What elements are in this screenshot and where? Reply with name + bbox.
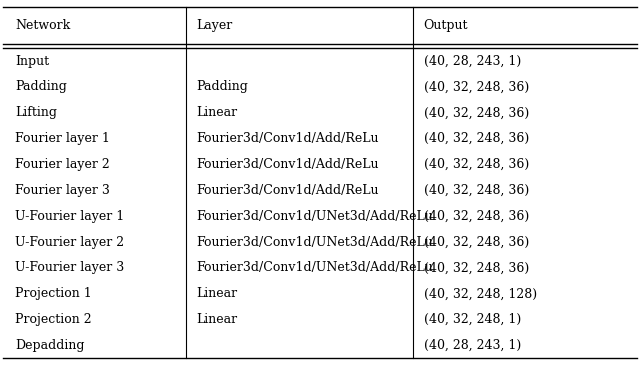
Text: U-Fourier layer 1: U-Fourier layer 1	[15, 210, 125, 223]
Text: Fourier3d/Conv1d/UNet3d/Add/ReLu: Fourier3d/Conv1d/UNet3d/Add/ReLu	[196, 235, 433, 249]
Text: Linear: Linear	[196, 313, 237, 326]
Text: Output: Output	[424, 19, 468, 32]
Text: Input: Input	[15, 55, 49, 68]
Text: Layer: Layer	[196, 19, 233, 32]
Text: Depadding: Depadding	[15, 339, 85, 352]
Text: Network: Network	[15, 19, 70, 32]
Text: Lifting: Lifting	[15, 106, 58, 119]
Text: (40, 32, 248, 36): (40, 32, 248, 36)	[424, 106, 529, 119]
Text: (40, 32, 248, 1): (40, 32, 248, 1)	[424, 313, 521, 326]
Text: Fourier3d/Conv1d/Add/ReLu: Fourier3d/Conv1d/Add/ReLu	[196, 158, 379, 171]
Text: Fourier layer 2: Fourier layer 2	[15, 158, 110, 171]
Text: Fourier layer 3: Fourier layer 3	[15, 184, 110, 197]
Text: Linear: Linear	[196, 287, 237, 300]
Text: (40, 28, 243, 1): (40, 28, 243, 1)	[424, 339, 521, 352]
Text: (40, 32, 248, 36): (40, 32, 248, 36)	[424, 261, 529, 274]
Text: (40, 32, 248, 36): (40, 32, 248, 36)	[424, 158, 529, 171]
Text: Fourier3d/Conv1d/UNet3d/Add/ReLu: Fourier3d/Conv1d/UNet3d/Add/ReLu	[196, 261, 433, 274]
Text: (40, 32, 248, 36): (40, 32, 248, 36)	[424, 184, 529, 197]
Text: (40, 32, 248, 128): (40, 32, 248, 128)	[424, 287, 537, 300]
Text: U-Fourier layer 2: U-Fourier layer 2	[15, 235, 125, 249]
Text: Projection 1: Projection 1	[15, 287, 92, 300]
Text: Projection 2: Projection 2	[15, 313, 92, 326]
Text: Fourier3d/Conv1d/Add/ReLu: Fourier3d/Conv1d/Add/ReLu	[196, 184, 379, 197]
Text: (40, 28, 243, 1): (40, 28, 243, 1)	[424, 55, 521, 68]
Text: U-Fourier layer 3: U-Fourier layer 3	[15, 261, 125, 274]
Text: Fourier layer 1: Fourier layer 1	[15, 132, 110, 145]
Text: Linear: Linear	[196, 106, 237, 119]
Text: Padding: Padding	[15, 80, 67, 93]
Text: Padding: Padding	[196, 80, 248, 93]
Text: (40, 32, 248, 36): (40, 32, 248, 36)	[424, 235, 529, 249]
Text: (40, 32, 248, 36): (40, 32, 248, 36)	[424, 132, 529, 145]
Text: Fourier3d/Conv1d/Add/ReLu: Fourier3d/Conv1d/Add/ReLu	[196, 132, 379, 145]
Text: (40, 32, 248, 36): (40, 32, 248, 36)	[424, 210, 529, 223]
Text: Fourier3d/Conv1d/UNet3d/Add/ReLu: Fourier3d/Conv1d/UNet3d/Add/ReLu	[196, 210, 433, 223]
Text: (40, 32, 248, 36): (40, 32, 248, 36)	[424, 80, 529, 93]
